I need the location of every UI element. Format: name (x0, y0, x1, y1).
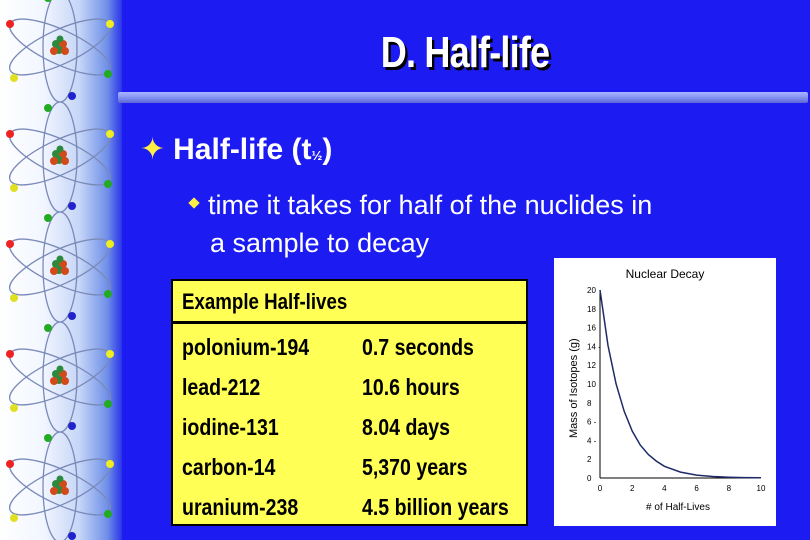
chart-title: Nuclear Decay (626, 267, 705, 281)
bullet-half-life: ✦ Half-life (t½) (140, 132, 332, 167)
x-tick-label: 6 (694, 484, 699, 493)
isotope-name: uranium-238 (182, 494, 299, 520)
y-tick-label: 0 (587, 474, 592, 483)
x-axis-label: # of Half-Lives (646, 502, 710, 513)
atom-sidebar (0, 0, 122, 540)
table-row: uranium-238 4.5 billion years (173, 487, 526, 527)
slide-title: D. Half-life (380, 28, 550, 77)
y-tick-label: 8 (587, 399, 592, 408)
decay-chart-svg: Nuclear Decay Mass of Isotopes (g) # of … (568, 267, 766, 513)
isotope-half-life: 0.7 seconds (362, 334, 474, 360)
isotope-name: iodine-131 (182, 414, 279, 440)
atom-icon (2, 102, 118, 212)
y-tick-label: 10 (587, 380, 596, 389)
y-tick-label: 6 - (587, 418, 597, 427)
table-row: iodine-131 8.04 days (173, 407, 526, 447)
y-tick-label: 18 (587, 305, 596, 314)
bullet-half-life-text: Half-life (t (173, 133, 312, 166)
y-tick-label: 16 (587, 324, 596, 333)
definition-line-2: a sample to decay (210, 228, 430, 258)
decay-chart: Nuclear Decay Mass of Isotopes (g) # of … (554, 258, 776, 526)
table-row: lead-212 10.6 hours (173, 367, 526, 407)
definition-line-1: time it takes for half of the nuclides i… (208, 190, 653, 220)
atom-icon (2, 432, 118, 540)
bullet-half-life-close: ) (322, 133, 333, 166)
isotope-name: carbon-14 (182, 454, 276, 480)
isotope-half-life: 5,370 years (362, 454, 468, 480)
isotope-name: polonium-194 (182, 334, 310, 360)
y-tick-label: 2 (587, 455, 592, 464)
x-tick-label: 4 (662, 484, 667, 493)
isotope-half-life: 10.6 hours (362, 374, 460, 400)
y-axis-label: Mass of Isotopes (g) (568, 338, 580, 438)
x-tick-label: 0 (598, 484, 603, 493)
y-tick-label: 14 - (587, 342, 601, 351)
four-point-star-icon: ✦ (140, 133, 166, 166)
decay-series-line (599, 289, 762, 479)
atom-icon (2, 322, 118, 432)
y-tick-label: 20 (587, 286, 596, 295)
title-underline (118, 92, 808, 103)
table-row: carbon-14 5,370 years (173, 447, 526, 487)
y-tick-label: 12 (587, 361, 596, 370)
atom-icon (2, 212, 118, 322)
table-row: polonium-194 0.7 seconds (173, 327, 526, 367)
table-header-text: Example Half-lives (182, 289, 348, 314)
half-subscript: ½ (311, 148, 323, 163)
half-lives-table: Example Half-lives polonium-194 0.7 seco… (171, 279, 528, 526)
x-tick-label: 2 (630, 484, 635, 493)
bullet-definition: time it takes for half of the nuclides i… (188, 186, 790, 262)
isotope-name: lead-212 (182, 374, 261, 400)
x-tick-label: 10 (757, 484, 766, 493)
x-tick-label: 8 (727, 484, 732, 493)
y-tick-label: 4 - (587, 436, 597, 445)
table-header: Example Half-lives (173, 281, 526, 324)
atom-icon (2, 0, 118, 102)
isotope-half-life: 4.5 billion years (362, 494, 509, 520)
isotope-half-life: 8.04 days (362, 414, 451, 440)
